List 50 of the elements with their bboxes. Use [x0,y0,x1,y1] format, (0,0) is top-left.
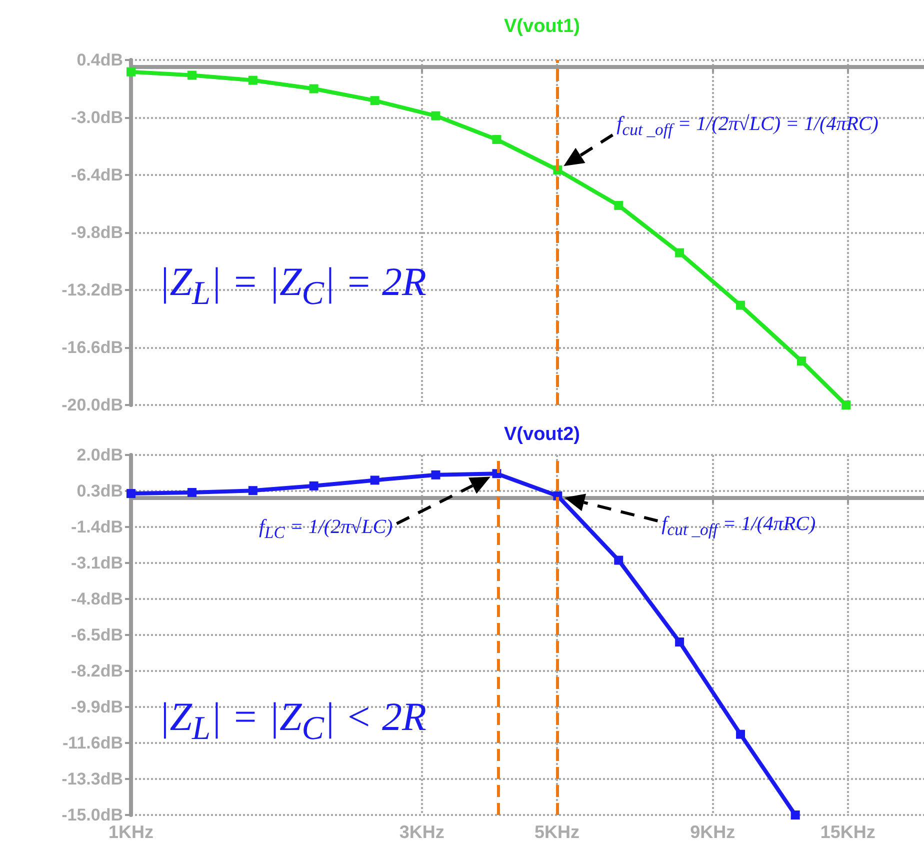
point [126,489,136,498]
point [614,200,624,210]
point [187,70,196,80]
y-tick-label: 0.3dB [76,482,123,500]
point [431,111,440,120]
point [736,730,746,739]
point [675,248,684,258]
y-tick-label: -4.8dB [71,590,123,608]
y-tick-label: -3.1dB [71,554,123,572]
x-tick-label: 5KHz [534,822,580,842]
annotation: |Z$_{L}$| = |Z$_{C}$| < 2R [158,694,426,748]
point [492,134,502,144]
y-tick-label: -6.5dB [71,626,123,644]
point [614,556,624,565]
annotation: f$_{cut _off}$ = 1/(4πRC) [662,512,816,540]
y-tick-label: -13.3dB [62,770,123,788]
point [736,300,746,310]
point [309,481,318,490]
y-tick-label: -11.6dB [62,734,123,752]
point [248,486,258,496]
y-tick-label: -9.9dB [71,698,123,716]
annotation: |Z$_{L}$| = |Z$_{C}$| = 2R [158,259,426,314]
y-tick-label: 2.0dB [76,446,123,464]
y-tick-label: -20.0dB [62,396,123,414]
y-tick-label: -9.8dB [71,223,123,242]
y-tick-label: -1.4dB [71,518,123,536]
annotation: f$_{LC}$ = 1/(2π√LC) [258,516,393,542]
y-tick-label: 0.4dB [76,50,123,70]
point [309,84,318,94]
chart-title: V(vout1) [504,16,580,37]
annotation: f$_{cut _off}$ = 1/(2π√LC) = 1/(4πRC) [616,112,878,140]
y-tick-label: -15.0dB [62,806,123,824]
x-tick-label: 3KHz [399,822,444,842]
y-tick-label: -16.6dB [62,338,123,357]
point [370,96,380,106]
x-tick-label: 15KHz [820,822,876,842]
x-tick-label: 9KHz [690,822,736,842]
point [796,356,806,366]
y-tick-label: -8.2dB [71,662,123,680]
point [248,76,258,85]
point [370,476,380,485]
point [187,488,196,497]
y-tick-label: -6.4dB [71,166,123,184]
point [126,67,136,76]
y-tick-label: -3.0dB [71,108,123,127]
y-tick-label: -13.2dB [62,280,123,300]
point [675,637,684,646]
x-tick-label: 1KHz [108,822,154,842]
chart-title: V(vout2) [504,424,580,445]
point [431,470,440,480]
